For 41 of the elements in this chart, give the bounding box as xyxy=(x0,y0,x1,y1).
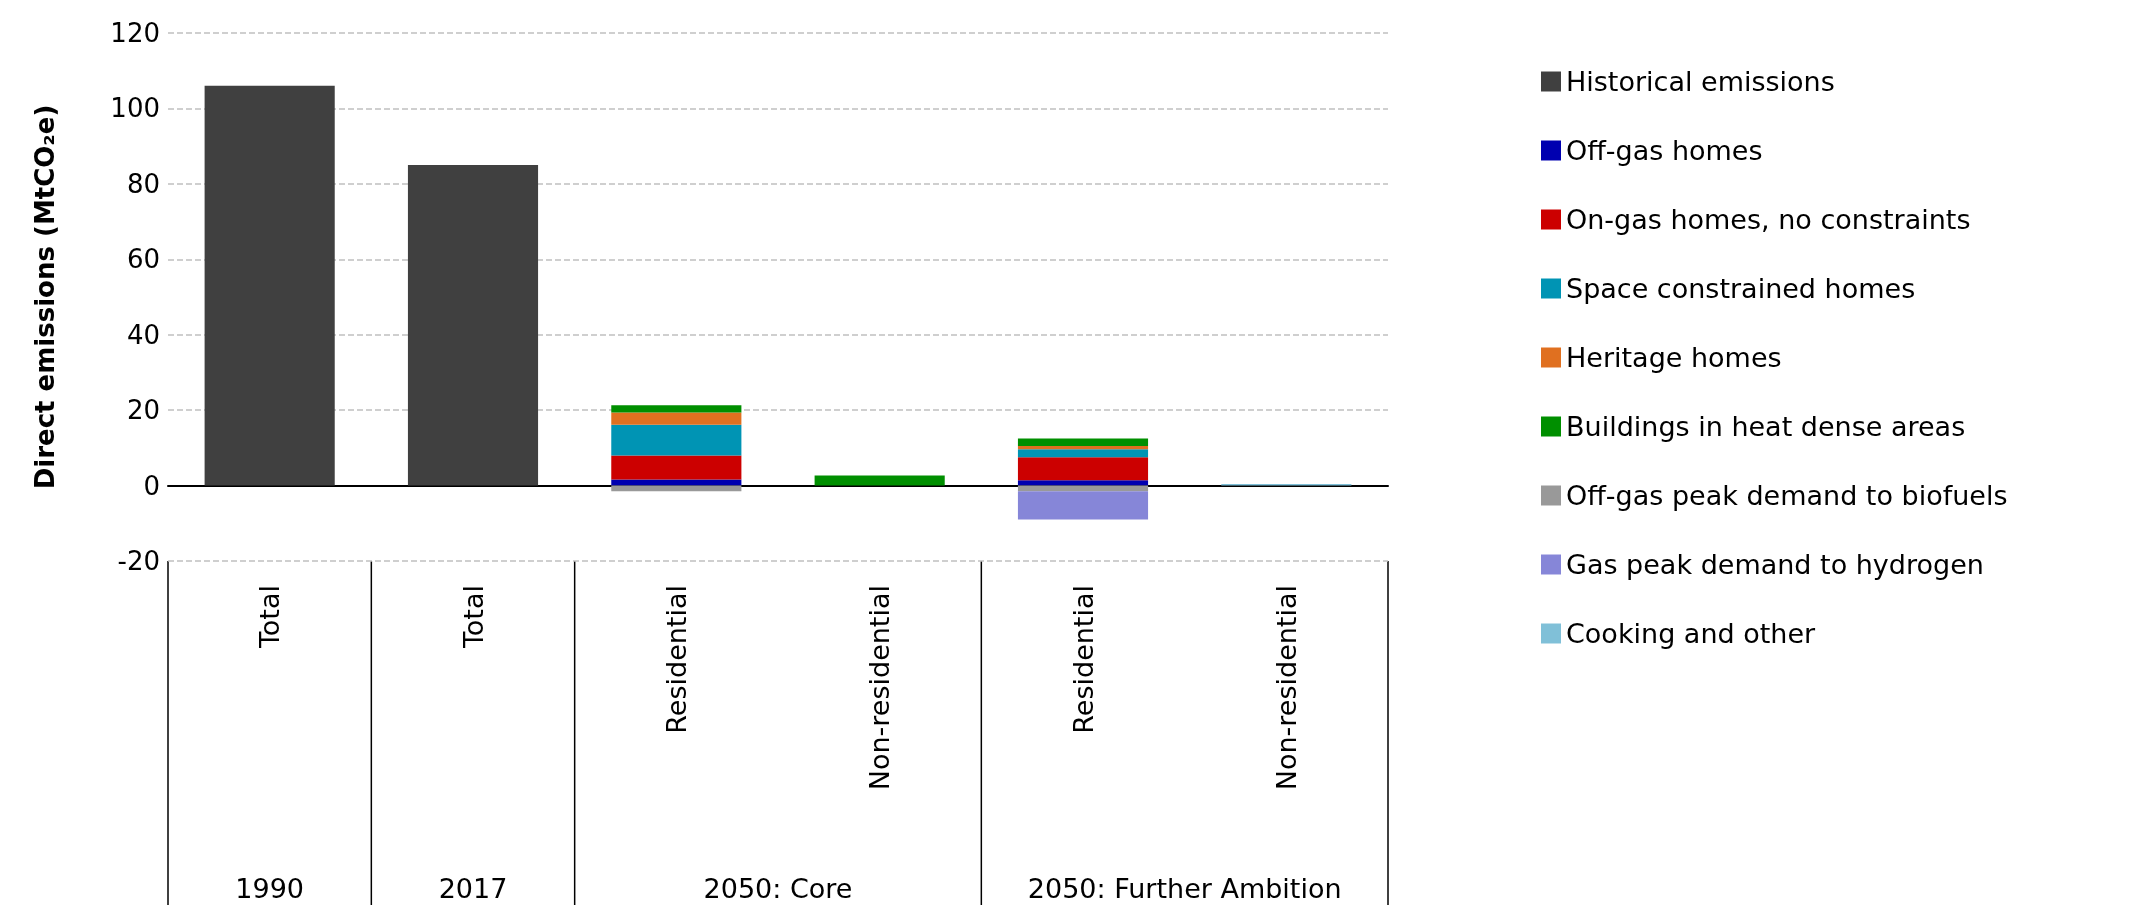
y-axis-title: Direct emissions (MtCO₂e) xyxy=(30,104,60,490)
bar xyxy=(814,475,945,486)
legend-label: Space constrained homes xyxy=(1566,273,1916,304)
legend-label: Off-gas peak demand to biofuels xyxy=(1566,480,2008,511)
x-tick-label: Non-residential xyxy=(1270,585,1302,791)
y-tick-label: 60 xyxy=(126,244,160,275)
x-tick-label: Residential xyxy=(1067,585,1099,734)
bar xyxy=(1017,480,1149,486)
x-tick-label: Non-residential xyxy=(864,585,896,791)
bar xyxy=(611,405,742,413)
x-tick-label: Total xyxy=(457,585,489,650)
bar xyxy=(611,424,742,456)
y-tick-label: 20 xyxy=(126,395,160,426)
y-tick-label: 40 xyxy=(126,319,160,350)
bar xyxy=(611,479,742,486)
bar xyxy=(1017,457,1149,481)
bar xyxy=(1017,438,1149,446)
x-tick-label: Total xyxy=(254,585,286,650)
bar xyxy=(611,455,742,480)
y-tick-label: 80 xyxy=(126,168,160,199)
legend-label: Heritage homes xyxy=(1566,342,1782,373)
legend-label: Historical emissions xyxy=(1566,66,1835,97)
text: 2017 xyxy=(438,872,508,904)
legend-label: Cooking and other xyxy=(1566,618,1817,649)
y-tick-label: 100 xyxy=(110,93,160,124)
bar xyxy=(407,165,539,486)
text: 2050: Core xyxy=(703,872,853,904)
bar xyxy=(1017,491,1149,520)
legend-label: On-gas homes, no constraints xyxy=(1566,204,1971,235)
legend-label: Gas peak demand to hydrogen xyxy=(1566,549,1984,580)
bar xyxy=(204,85,335,486)
y-tick-label: -20 xyxy=(117,546,160,576)
legend-label: Off-gas homes xyxy=(1566,135,1763,166)
bar xyxy=(1017,449,1149,458)
legend-label: Buildings in heat dense areas xyxy=(1566,411,1966,442)
x-tick-label: Residential xyxy=(660,585,692,734)
text: 1990 xyxy=(235,872,305,904)
y-tick-label: 120 xyxy=(110,18,160,48)
text: 2050: Further Ambition xyxy=(1027,872,1342,904)
bar xyxy=(611,412,742,425)
y-tick-label: 0 xyxy=(143,470,160,501)
